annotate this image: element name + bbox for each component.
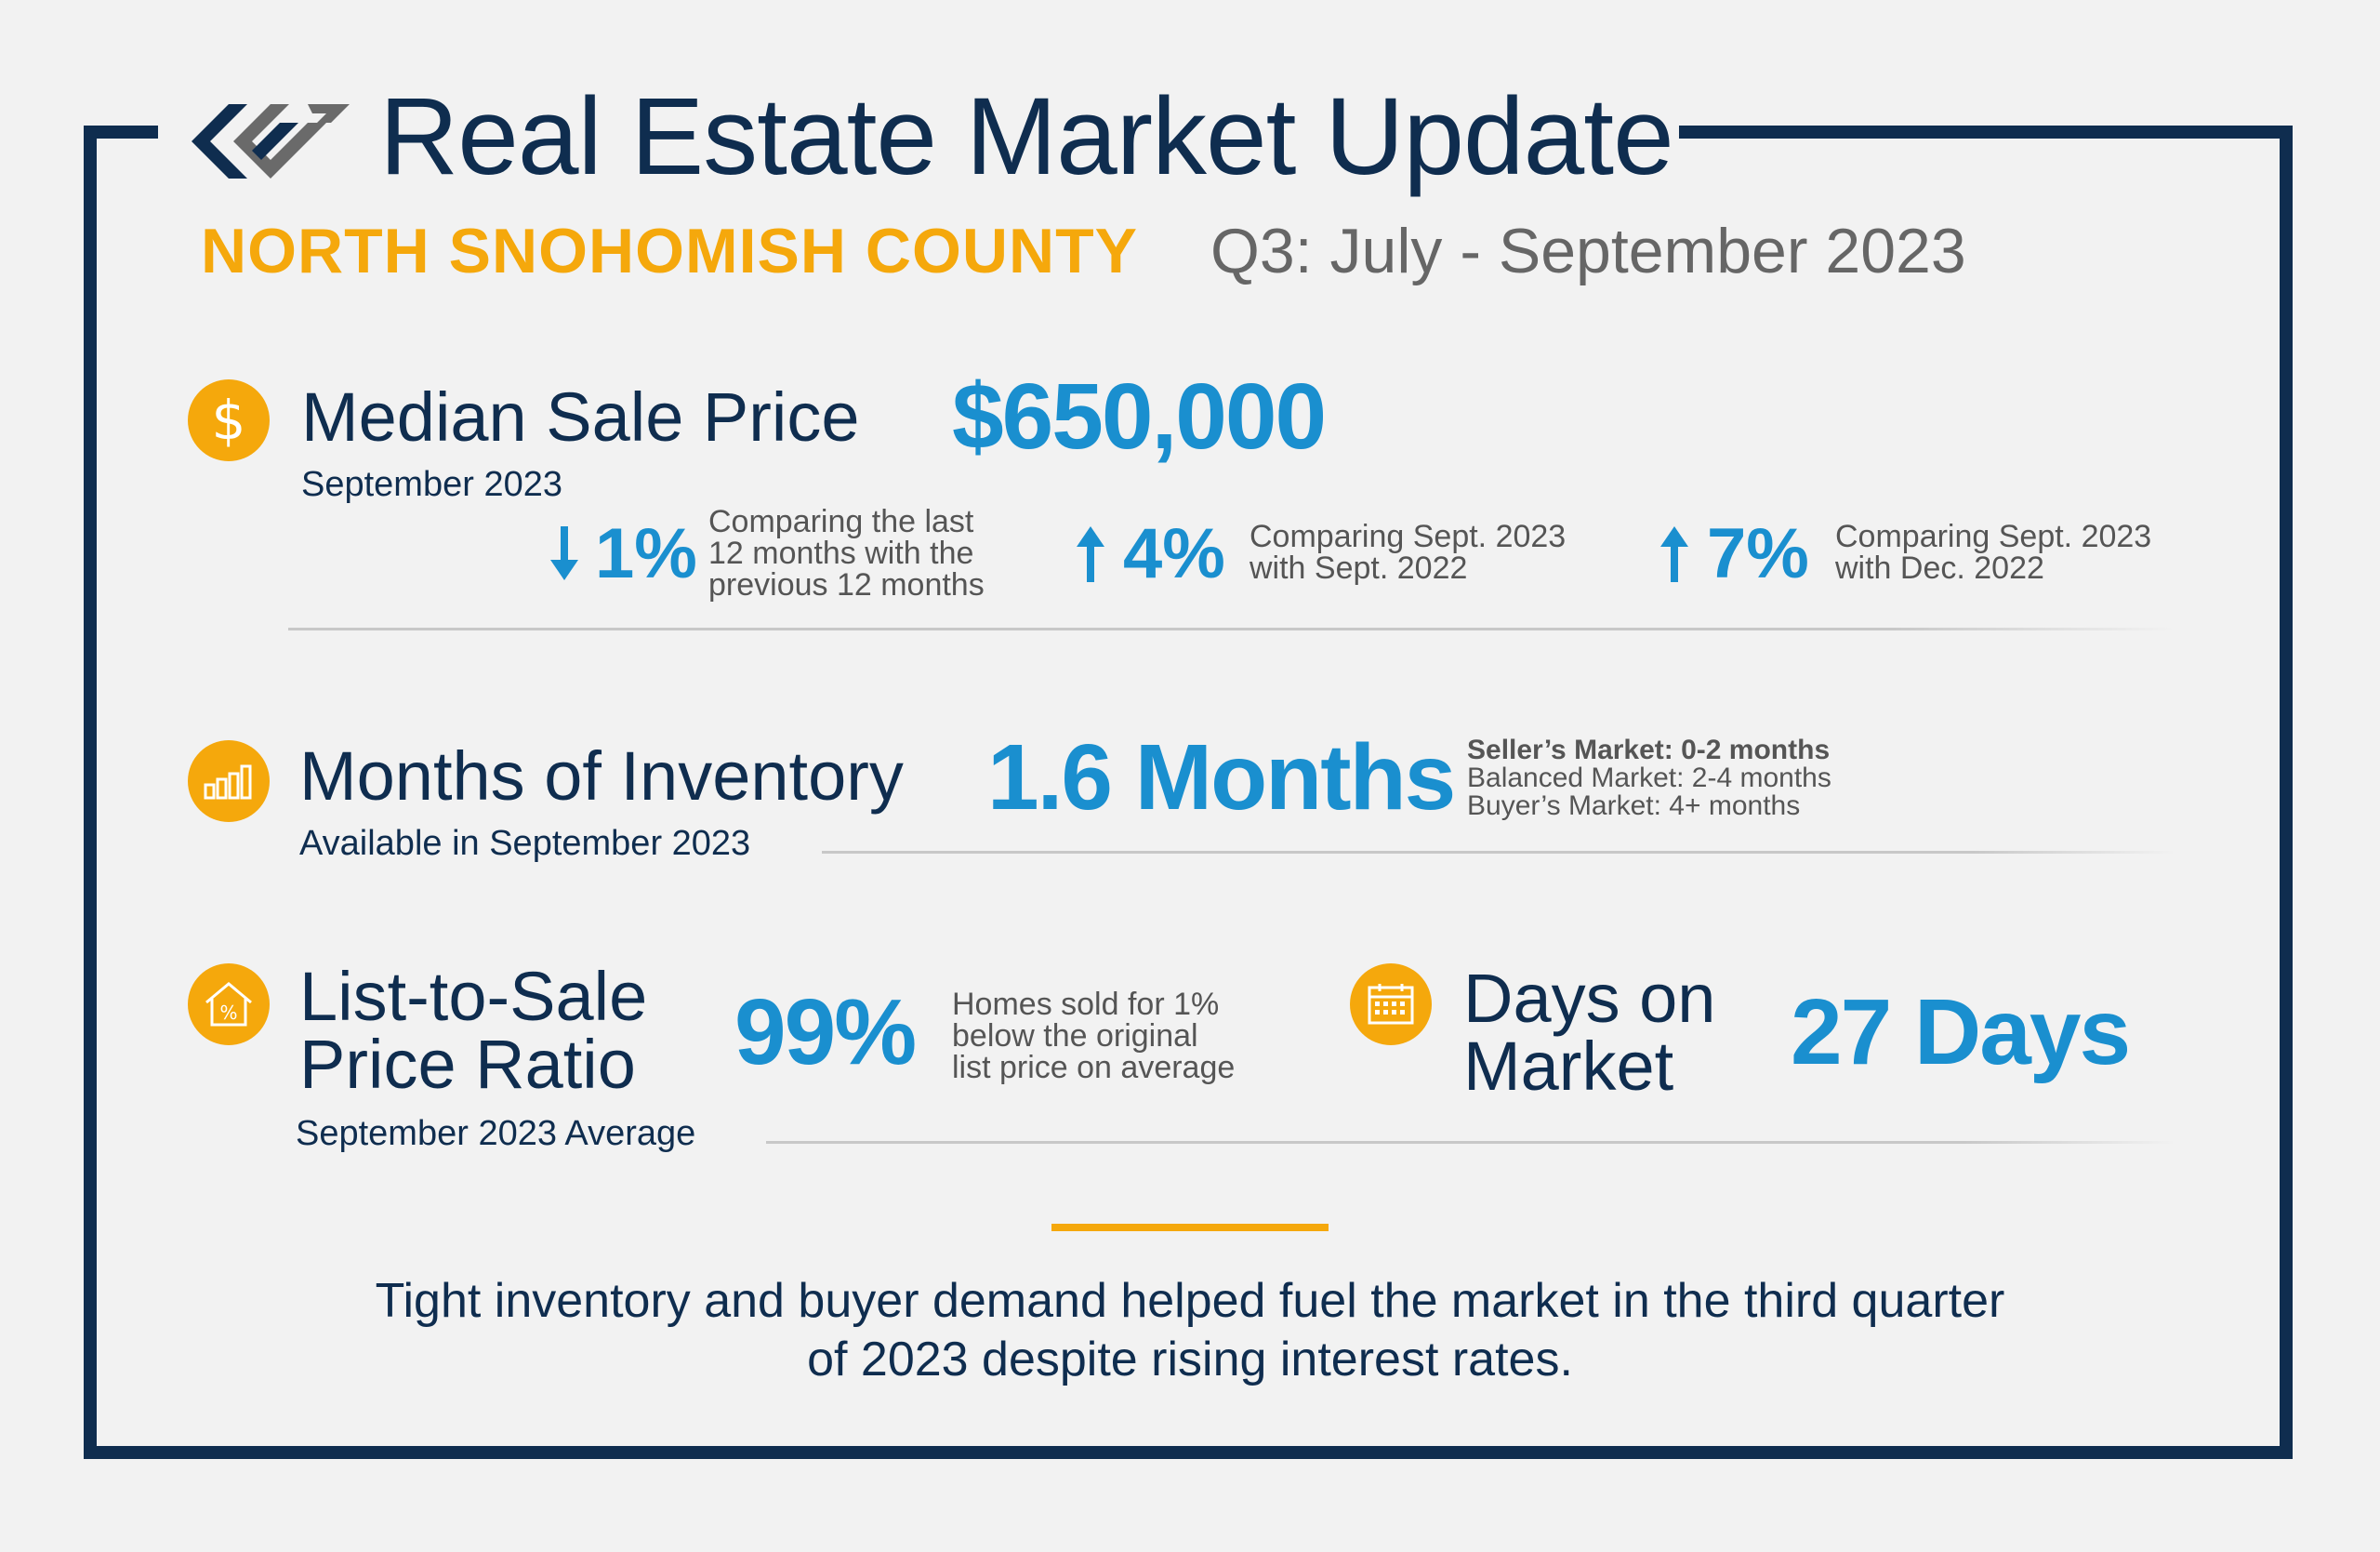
median-price-value: $650,000: [952, 365, 1327, 469]
list-to-sale-value: 99%: [734, 980, 917, 1084]
list-to-sale-sublabel: September 2023 Average: [296, 1114, 696, 1153]
region-name: NORTH SNOHOMISH COUNTY: [201, 216, 1138, 286]
median-ytd-change: 7%: [1707, 514, 1809, 593]
inventory-sublabel: Available in September 2023: [299, 824, 751, 863]
median-yoy-change: 4%: [1123, 514, 1225, 593]
svg-text:%: %: [219, 1002, 237, 1024]
days-on-market-value: 27 Days: [1791, 980, 2131, 1084]
frame-gap: [158, 112, 1679, 149]
windermere-logo: [192, 104, 350, 179]
days-on-market-label: Days on Market: [1463, 960, 1716, 1105]
page-title: Real Estate Market Update: [379, 75, 1674, 198]
median-price-sublabel: September 2023: [301, 465, 562, 504]
bar-chart-icon: [188, 740, 270, 822]
calendar-icon: [1350, 963, 1432, 1045]
inventory-label: Months of Inventory: [299, 737, 904, 815]
median-ytd-note: Comparing Sept. 2023 with Dec. 2022: [1835, 519, 2152, 586]
list-to-sale-note: Homes sold for 1% below the original lis…: [952, 987, 1236, 1085]
median-12mo-note: Comparing the last 12 months with the pr…: [708, 504, 985, 603]
accent-bar: [1051, 1224, 1329, 1231]
divider: [766, 1141, 2175, 1144]
list-to-sale-label: List-to-Sale Price Ratio: [299, 958, 648, 1103]
dollar-icon: $: [188, 379, 270, 461]
market-legend: Seller’s Market: 0-2 months Balanced Mar…: [1467, 735, 1831, 821]
arrow-down-icon: [550, 526, 578, 580]
arrow-up-icon: [1077, 526, 1104, 582]
arrow-up-icon: [1660, 526, 1688, 582]
period-label: Q3: July - September 2023: [1210, 216, 1966, 286]
median-yoy-note: Comparing Sept. 2023 with Sept. 2022: [1250, 519, 1567, 586]
house-percent-icon: %: [188, 963, 270, 1045]
median-12mo-change: 1%: [595, 514, 697, 593]
divider: [288, 628, 2175, 630]
divider: [822, 851, 2175, 854]
inventory-value: 1.6 Months: [987, 725, 1456, 829]
median-price-label: Median Sale Price: [301, 378, 860, 456]
summary-text: Tight inventory and buyer demand helped …: [375, 1274, 2005, 1387]
